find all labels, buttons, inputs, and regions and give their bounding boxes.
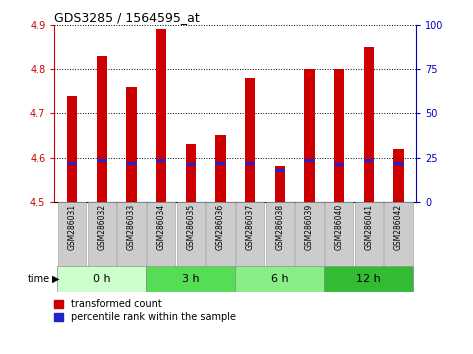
- Bar: [245, 162, 255, 165]
- Bar: [275, 166, 285, 202]
- Bar: [67, 162, 78, 165]
- Bar: [334, 69, 344, 202]
- Legend: transformed count, percentile rank within the sample: transformed count, percentile rank withi…: [54, 299, 236, 322]
- Bar: [236, 266, 324, 292]
- Text: GSM286042: GSM286042: [394, 204, 403, 250]
- Bar: [325, 202, 353, 266]
- Bar: [334, 163, 344, 166]
- Bar: [58, 202, 87, 266]
- Text: 12 h: 12 h: [357, 274, 381, 284]
- Bar: [67, 96, 78, 202]
- Text: GSM286038: GSM286038: [275, 204, 284, 250]
- Text: GSM286039: GSM286039: [305, 204, 314, 250]
- Text: GSM286040: GSM286040: [334, 204, 343, 250]
- Text: 6 h: 6 h: [271, 274, 289, 284]
- Bar: [265, 202, 294, 266]
- Bar: [364, 47, 374, 202]
- Text: GDS3285 / 1564595_at: GDS3285 / 1564595_at: [54, 11, 200, 24]
- Bar: [156, 29, 166, 202]
- Text: time: time: [27, 274, 50, 284]
- Bar: [206, 202, 235, 266]
- Bar: [156, 159, 166, 162]
- Bar: [57, 266, 146, 292]
- Bar: [275, 169, 285, 172]
- Bar: [304, 69, 315, 202]
- Bar: [324, 266, 413, 292]
- Bar: [185, 144, 196, 202]
- Bar: [304, 159, 315, 162]
- Bar: [96, 56, 107, 202]
- Bar: [117, 202, 146, 266]
- Text: GSM286033: GSM286033: [127, 204, 136, 250]
- Bar: [393, 162, 403, 165]
- Bar: [364, 159, 374, 162]
- Bar: [126, 162, 137, 165]
- Text: GSM286035: GSM286035: [186, 204, 195, 250]
- Bar: [96, 159, 107, 162]
- Text: GSM286037: GSM286037: [245, 204, 254, 250]
- Text: 0 h: 0 h: [93, 274, 111, 284]
- Bar: [215, 162, 226, 165]
- Text: 3 h: 3 h: [182, 274, 200, 284]
- Bar: [126, 87, 137, 202]
- Bar: [236, 202, 264, 266]
- Bar: [215, 135, 226, 202]
- Bar: [384, 202, 412, 266]
- Text: GSM286036: GSM286036: [216, 204, 225, 250]
- Bar: [185, 163, 196, 166]
- Bar: [245, 78, 255, 202]
- Text: GSM286034: GSM286034: [157, 204, 166, 250]
- Bar: [176, 202, 205, 266]
- Bar: [147, 202, 175, 266]
- Bar: [355, 202, 383, 266]
- Bar: [88, 202, 116, 266]
- Text: GSM286031: GSM286031: [68, 204, 77, 250]
- Text: GSM286032: GSM286032: [97, 204, 106, 250]
- Text: ▶: ▶: [52, 274, 60, 284]
- Bar: [393, 149, 403, 202]
- Bar: [295, 202, 324, 266]
- Text: GSM286041: GSM286041: [364, 204, 373, 250]
- Bar: [146, 266, 236, 292]
